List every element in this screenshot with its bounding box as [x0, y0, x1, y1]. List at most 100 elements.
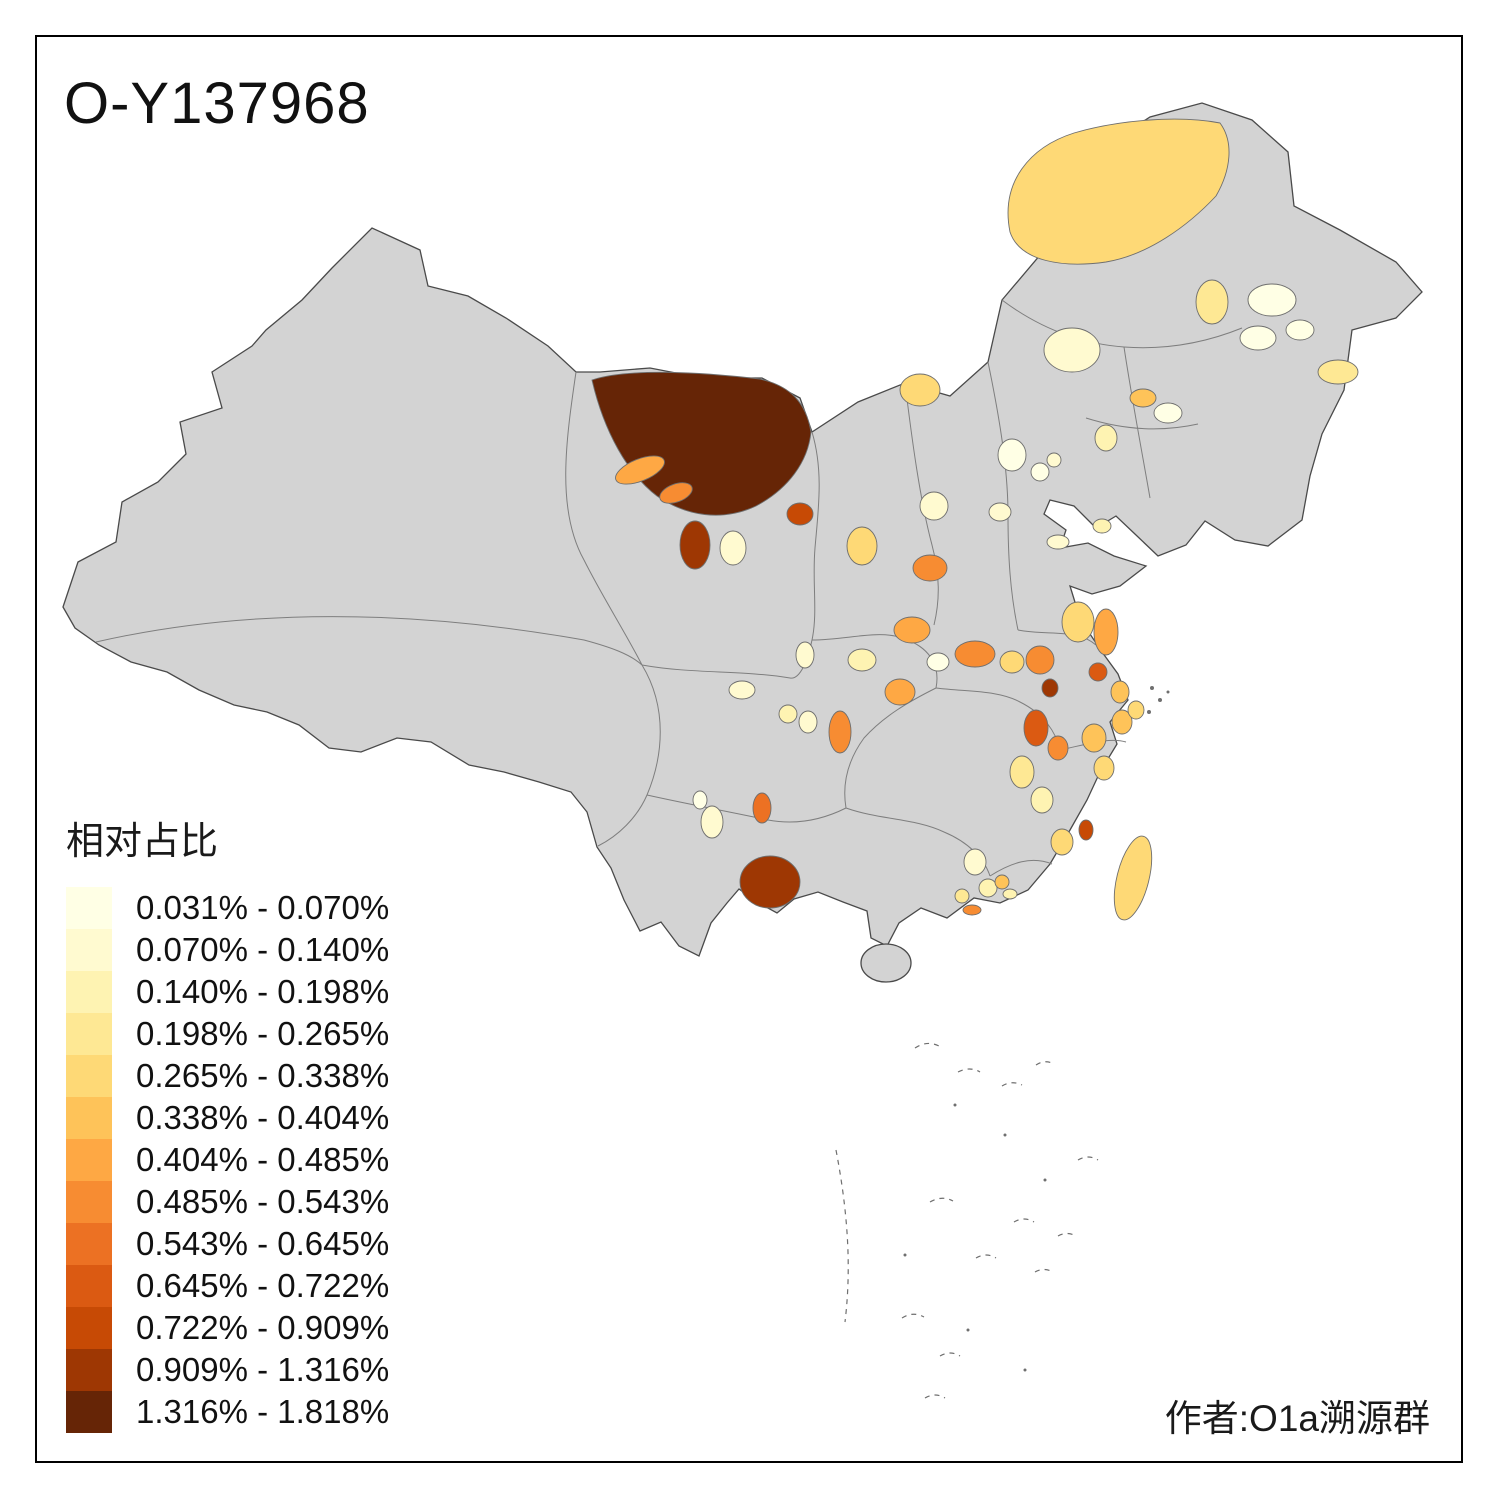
- legend-swatch: [66, 1391, 112, 1433]
- map-region: [1088, 662, 1108, 682]
- map-region: [739, 855, 801, 909]
- legend-row: 0.140% - 0.198%: [66, 971, 389, 1013]
- legend-swatch: [66, 929, 112, 971]
- legend-swatch: [66, 1013, 112, 1055]
- map-region: [1247, 283, 1297, 317]
- map-region: [994, 874, 1010, 890]
- map-region: [1093, 608, 1119, 656]
- legend-row: 1.316% - 1.818%: [66, 1391, 389, 1433]
- legend-swatch: [66, 1223, 112, 1265]
- dashed-line-segment: [835, 1149, 849, 1323]
- map-region: [999, 650, 1025, 674]
- map-region: [1129, 388, 1157, 408]
- legend-swatch: [66, 887, 112, 929]
- legend-row: 0.404% - 0.485%: [66, 1139, 389, 1181]
- map-region: [963, 848, 987, 876]
- legend-label: 0.485% - 0.543%: [136, 1183, 390, 1220]
- map-region: [899, 373, 941, 407]
- map-region: [1127, 700, 1145, 720]
- map-region: [1002, 888, 1018, 900]
- legend-label: 0.722% - 0.909%: [136, 1309, 390, 1346]
- legend-row: 0.338% - 0.404%: [66, 1097, 389, 1139]
- map-region: [847, 648, 877, 672]
- legend-swatch: [66, 1265, 112, 1307]
- legend: 相对占比 0.031% - 0.070% 0.070% - 0.140% 0.1…: [66, 810, 389, 1433]
- map-region: [1009, 755, 1035, 789]
- map-region: [1092, 518, 1112, 534]
- map-region: [700, 805, 724, 839]
- map-region: [1081, 723, 1107, 753]
- map-region: [1025, 645, 1055, 675]
- map-region: [1007, 118, 1230, 265]
- legend-row: 0.645% - 0.722%: [66, 1265, 389, 1307]
- map-region: [846, 526, 878, 566]
- map-region: [728, 680, 756, 700]
- map-region: [1041, 678, 1059, 698]
- attribution: 作者:O1a溯源群: [1164, 1398, 1430, 1439]
- map-region: [1030, 462, 1050, 482]
- map-region: [679, 520, 711, 570]
- legend-swatch: [66, 1055, 112, 1097]
- legend-label: 0.265% - 0.338%: [136, 1057, 390, 1094]
- legend-label: 0.909% - 1.316%: [136, 1351, 390, 1388]
- map-region: [1153, 402, 1183, 424]
- map-region: [1061, 601, 1095, 643]
- map-region: [978, 878, 998, 898]
- hainan-island: [860, 943, 912, 983]
- map-region: [786, 502, 814, 526]
- legend-label: 0.198% - 0.265%: [136, 1015, 390, 1052]
- legend-row: 0.070% - 0.140%: [66, 929, 389, 971]
- legend-row: 0.909% - 1.316%: [66, 1349, 389, 1391]
- map-region: [954, 888, 970, 904]
- legend-title: 相对占比: [66, 821, 219, 863]
- map-region: [1047, 735, 1069, 761]
- map-region: [1023, 709, 1049, 747]
- legend-row: 0.031% - 0.070%: [66, 887, 389, 929]
- legend-label: 0.140% - 0.198%: [136, 973, 390, 1010]
- legend-items: 0.031% - 0.070% 0.070% - 0.140% 0.140% -…: [66, 887, 389, 1433]
- map-region: [1046, 534, 1070, 550]
- map-region: [752, 792, 772, 824]
- map-region: [659, 482, 693, 504]
- map-region: [615, 455, 665, 485]
- legend-swatch: [66, 1307, 112, 1349]
- map-region: [1050, 828, 1074, 856]
- map-region: [1094, 424, 1118, 452]
- figure-title: O-Y137968: [64, 71, 370, 136]
- map-region: [1110, 680, 1130, 704]
- legend-label: 0.404% - 0.485%: [136, 1141, 390, 1178]
- legend-row: 0.543% - 0.645%: [66, 1223, 389, 1265]
- map-region: [1030, 786, 1054, 814]
- legend-row: 0.485% - 0.543%: [66, 1181, 389, 1223]
- legend-swatch: [66, 1139, 112, 1181]
- legend-label: 0.338% - 0.404%: [136, 1099, 390, 1136]
- legend-label: 0.070% - 0.140%: [136, 931, 390, 968]
- map-region: [954, 640, 996, 668]
- map-region: [893, 616, 931, 644]
- map-region: [962, 904, 982, 916]
- south-china-sea-islets: [835, 686, 1170, 1399]
- map-region: [1239, 325, 1277, 351]
- map-region: [988, 502, 1012, 522]
- legend-swatch: [66, 971, 112, 1013]
- map-region: [795, 641, 815, 669]
- legend-swatch: [66, 1349, 112, 1391]
- map-region: [1111, 709, 1133, 735]
- map-region: [1046, 452, 1062, 468]
- legend-label: 0.543% - 0.645%: [136, 1225, 390, 1262]
- map-region: [1285, 319, 1315, 341]
- map-region: [778, 704, 798, 724]
- map-region: [1078, 819, 1094, 841]
- map-region: [719, 530, 747, 566]
- legend-label: 1.316% - 1.818%: [136, 1393, 390, 1430]
- legend-row: 0.198% - 0.265%: [66, 1013, 389, 1055]
- legend-swatch: [66, 1181, 112, 1223]
- map-region: [997, 438, 1027, 472]
- map-region: [1043, 327, 1101, 373]
- map-region: [1317, 359, 1359, 385]
- legend-swatch: [66, 1097, 112, 1139]
- colored-regions: [591, 118, 1359, 921]
- map-region: [692, 790, 708, 810]
